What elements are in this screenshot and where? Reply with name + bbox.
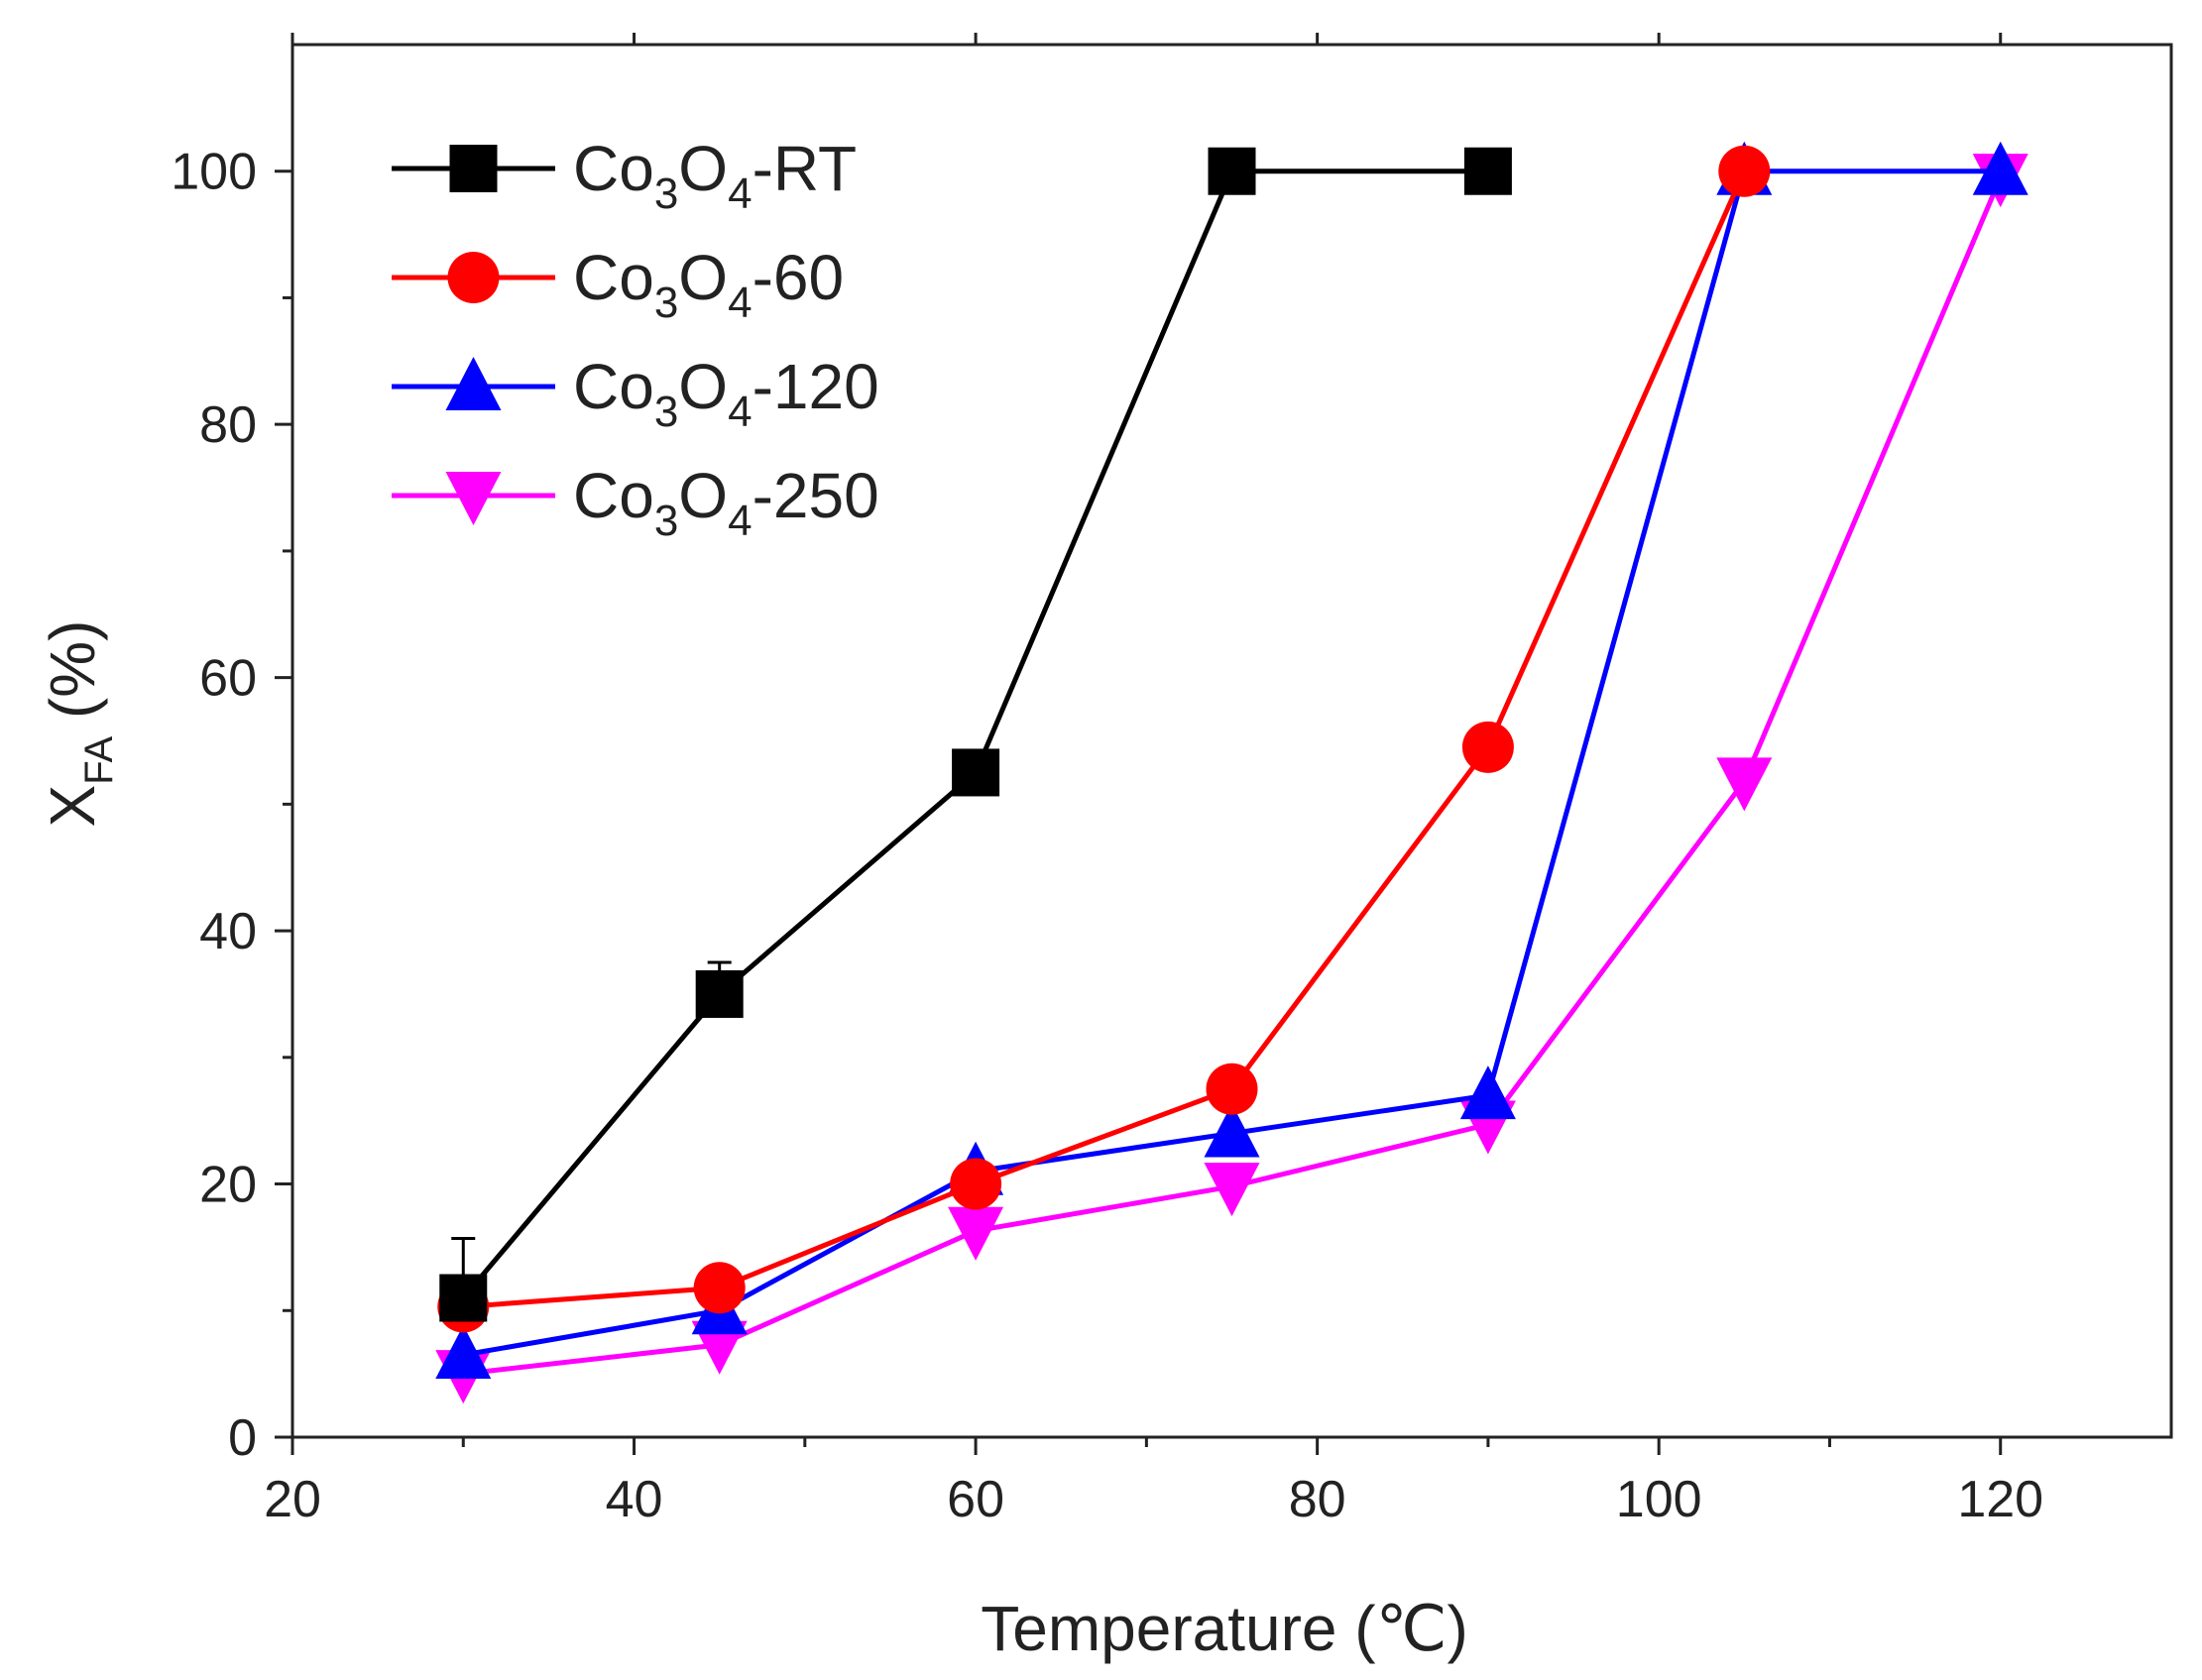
y-tick-label: 80 <box>199 396 257 454</box>
x-tick-label: 80 <box>1289 1471 1346 1528</box>
series-1 <box>437 145 1771 1333</box>
legend-marker <box>445 357 502 410</box>
legend-label: Co3O4-RT <box>573 133 857 218</box>
data-point <box>1972 141 2028 195</box>
data-point <box>1459 1065 1516 1120</box>
x-tick-label: 120 <box>1957 1471 2043 1528</box>
x-tick-label: 40 <box>606 1471 663 1528</box>
data-point <box>693 1262 746 1314</box>
plot-frame <box>290 43 2173 1439</box>
legend-entry-3: Co3O4-250 <box>392 460 879 545</box>
y-tick-label: 40 <box>199 903 257 960</box>
y-tick-label: 0 <box>228 1409 257 1467</box>
legend-label: Co3O4-120 <box>573 351 879 436</box>
y-axis-title-sub: FA <box>77 736 121 785</box>
x-tick-label: 20 <box>264 1471 321 1528</box>
data-point <box>1206 1063 1258 1115</box>
series-layer <box>435 141 2028 1404</box>
series-3 <box>435 154 2028 1404</box>
data-point <box>1716 757 1773 812</box>
x-axis-title: Temperature (℃) <box>981 1593 1468 1664</box>
legend-label: Co3O4-60 <box>573 242 844 327</box>
y-tick-label: 100 <box>171 144 257 201</box>
data-point <box>439 1274 488 1322</box>
legend-entry-0: Co3O4-RT <box>392 133 857 218</box>
data-point <box>435 1324 492 1379</box>
data-point <box>1718 145 1771 197</box>
series-0 <box>439 147 1512 1322</box>
data-point <box>948 1206 1004 1261</box>
data-point <box>1204 1103 1260 1158</box>
y-tick-label: 60 <box>199 650 257 708</box>
data-point <box>1204 1163 1260 1217</box>
legend-label: Co3O4-250 <box>573 460 879 545</box>
series-line <box>463 169 1747 1309</box>
data-point <box>1461 721 1514 773</box>
data-point <box>952 748 1000 797</box>
data-point <box>1463 147 1512 195</box>
legend-entry-1: Co3O4-60 <box>392 242 844 327</box>
legend-entry-2: Co3O4-120 <box>392 351 879 436</box>
legend: Co3O4-RT Co3O4-60 Co3O4-120 Co3O4-250 <box>392 133 879 545</box>
legend-marker <box>445 472 502 525</box>
y-tick-label: 20 <box>199 1157 257 1214</box>
data-point <box>695 969 744 1018</box>
data-point <box>950 1158 1002 1210</box>
legend-marker <box>447 252 500 303</box>
x-tick-label: 60 <box>947 1471 1004 1528</box>
y-axis-title: XFA (%) <box>37 620 121 828</box>
x-tick-label: 100 <box>1616 1471 1702 1528</box>
y-axis-title-main: X <box>37 785 108 828</box>
series-line <box>461 168 1488 1300</box>
y-axis-title-rest: (%) <box>37 620 108 736</box>
legend-marker <box>449 145 498 192</box>
data-point <box>1208 147 1256 195</box>
